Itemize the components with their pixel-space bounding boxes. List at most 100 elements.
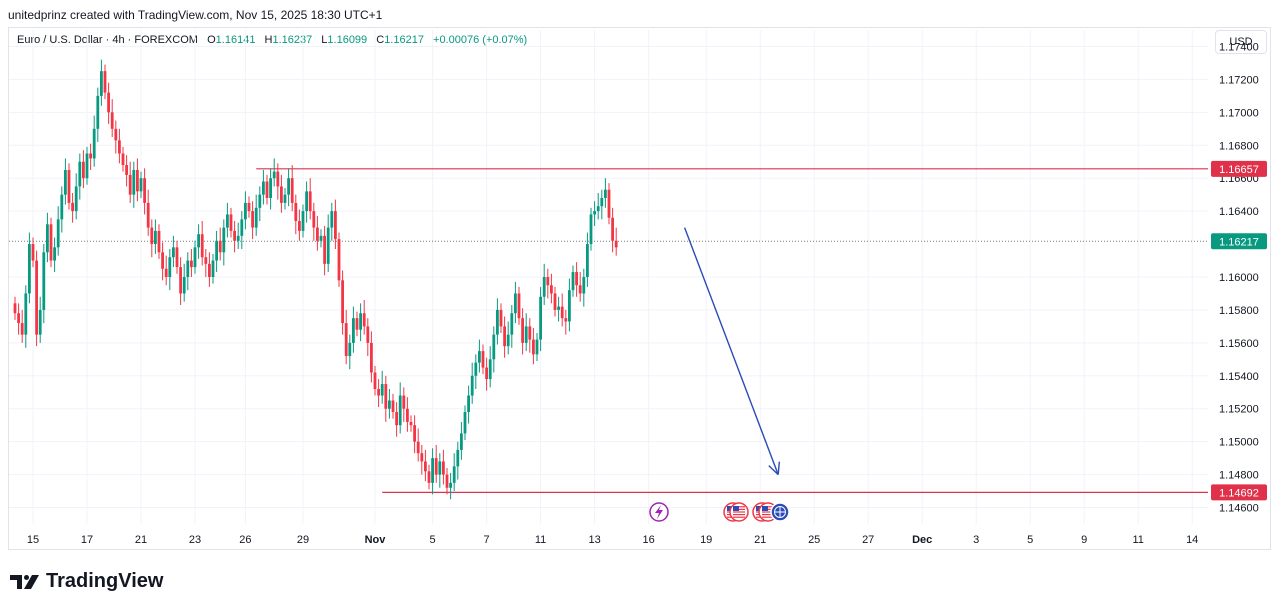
- candle-down[interactable]: [521, 308, 524, 355]
- candle-down[interactable]: [298, 209, 301, 241]
- candle-down[interactable]: [179, 257, 182, 305]
- candle-up[interactable]: [154, 219, 157, 254]
- candle-up[interactable]: [28, 232, 31, 304]
- candle-up[interactable]: [593, 201, 596, 226]
- candle-down[interactable]: [391, 393, 395, 419]
- candle-up[interactable]: [539, 286, 542, 352]
- candle-up[interactable]: [78, 153, 82, 200]
- candle-up[interactable]: [283, 188, 287, 210]
- candle-up[interactable]: [388, 388, 391, 419]
- candle-down[interactable]: [233, 221, 236, 253]
- candle-down[interactable]: [251, 201, 254, 240]
- candle-down[interactable]: [366, 318, 370, 357]
- candle-down[interactable]: [434, 444, 438, 483]
- candle-up[interactable]: [100, 59, 103, 106]
- candle-down[interactable]: [280, 174, 283, 213]
- candle-down[interactable]: [67, 163, 71, 210]
- candle-down[interactable]: [103, 64, 107, 100]
- candle-down[interactable]: [247, 196, 251, 218]
- candle-up[interactable]: [568, 278, 571, 332]
- candle-up[interactable]: [514, 281, 517, 324]
- candle-down[interactable]: [157, 224, 161, 259]
- candle-up[interactable]: [193, 240, 197, 274]
- candle-down[interactable]: [517, 286, 521, 325]
- candle-down[interactable]: [136, 158, 139, 202]
- candle-up[interactable]: [244, 191, 247, 230]
- candle-up[interactable]: [348, 334, 352, 370]
- globe-icon[interactable]: [770, 502, 790, 522]
- candle-up[interactable]: [60, 186, 64, 233]
- candle-up[interactable]: [582, 268, 586, 307]
- candle-up[interactable]: [319, 229, 323, 248]
- candle-up[interactable]: [272, 158, 276, 187]
- candle-up[interactable]: [431, 448, 434, 495]
- candle-up[interactable]: [535, 332, 539, 361]
- candle-up[interactable]: [254, 194, 258, 236]
- candle-up[interactable]: [463, 405, 467, 441]
- candle-up[interactable]: [92, 115, 96, 167]
- candle-up[interactable]: [222, 219, 226, 266]
- candle-up[interactable]: [474, 354, 478, 389]
- candle-up[interactable]: [139, 171, 143, 198]
- candle-down[interactable]: [546, 268, 550, 299]
- candle-down[interactable]: [128, 161, 132, 203]
- candle-up[interactable]: [85, 146, 89, 185]
- candle-down[interactable]: [607, 183, 611, 225]
- candle-down[interactable]: [20, 309, 24, 343]
- candle-down[interactable]: [485, 357, 488, 391]
- candle-down[interactable]: [150, 219, 154, 258]
- candle-up[interactable]: [301, 204, 305, 238]
- candle-up[interactable]: [542, 263, 546, 305]
- candle-up[interactable]: [470, 362, 474, 404]
- candle-up[interactable]: [452, 453, 456, 492]
- candle-up[interactable]: [64, 158, 67, 205]
- candle-down[interactable]: [312, 202, 316, 241]
- candle-up[interactable]: [56, 206, 60, 256]
- candle-up[interactable]: [467, 385, 470, 424]
- candle-down[interactable]: [532, 328, 535, 365]
- candle-up[interactable]: [398, 382, 402, 434]
- candle-down[interactable]: [370, 331, 373, 383]
- candle-up[interactable]: [449, 472, 452, 500]
- candle-down[interactable]: [118, 128, 121, 164]
- candle-up[interactable]: [258, 186, 262, 222]
- candle-down[interactable]: [107, 82, 110, 124]
- candle-down[interactable]: [355, 311, 359, 337]
- candle-up[interactable]: [186, 252, 190, 291]
- candle-down[interactable]: [82, 150, 85, 189]
- candle-down[interactable]: [445, 468, 449, 495]
- candle-up[interactable]: [42, 244, 46, 324]
- candle-up[interactable]: [380, 370, 384, 404]
- candle-down[interactable]: [71, 193, 74, 223]
- candle-up[interactable]: [182, 263, 186, 302]
- candle-up[interactable]: [236, 222, 240, 250]
- candle-down[interactable]: [121, 146, 125, 172]
- candle-up[interactable]: [262, 169, 265, 205]
- candle-up[interactable]: [305, 181, 308, 223]
- candle-down[interactable]: [424, 449, 427, 482]
- tradingview-logo[interactable]: TradingView: [10, 570, 163, 593]
- candle-down[interactable]: [499, 303, 503, 333]
- candle-down[interactable]: [200, 221, 204, 266]
- candle-down[interactable]: [614, 227, 618, 256]
- candle-up[interactable]: [352, 306, 355, 353]
- candle-up[interactable]: [269, 168, 272, 210]
- candle-up[interactable]: [211, 253, 215, 284]
- candle-down[interactable]: [420, 444, 424, 475]
- candle-down[interactable]: [175, 240, 179, 274]
- candle-up[interactable]: [557, 296, 560, 322]
- symbol-title[interactable]: Euro / U.S. Dollar · 4h · FOREXCOM: [17, 34, 198, 46]
- candle-down[interactable]: [49, 217, 53, 268]
- candle-down[interactable]: [341, 270, 344, 335]
- candle-down[interactable]: [409, 415, 413, 432]
- candle-down[interactable]: [323, 225, 326, 276]
- candle-up[interactable]: [604, 178, 607, 208]
- candle-down[interactable]: [334, 199, 337, 250]
- candle-up[interactable]: [24, 285, 28, 348]
- projection-arrow-line[interactable]: [683, 227, 779, 475]
- candle-up[interactable]: [571, 265, 575, 297]
- candle-up[interactable]: [456, 441, 460, 480]
- us-flag-icon[interactable]: [729, 502, 749, 522]
- candle-down[interactable]: [190, 249, 193, 277]
